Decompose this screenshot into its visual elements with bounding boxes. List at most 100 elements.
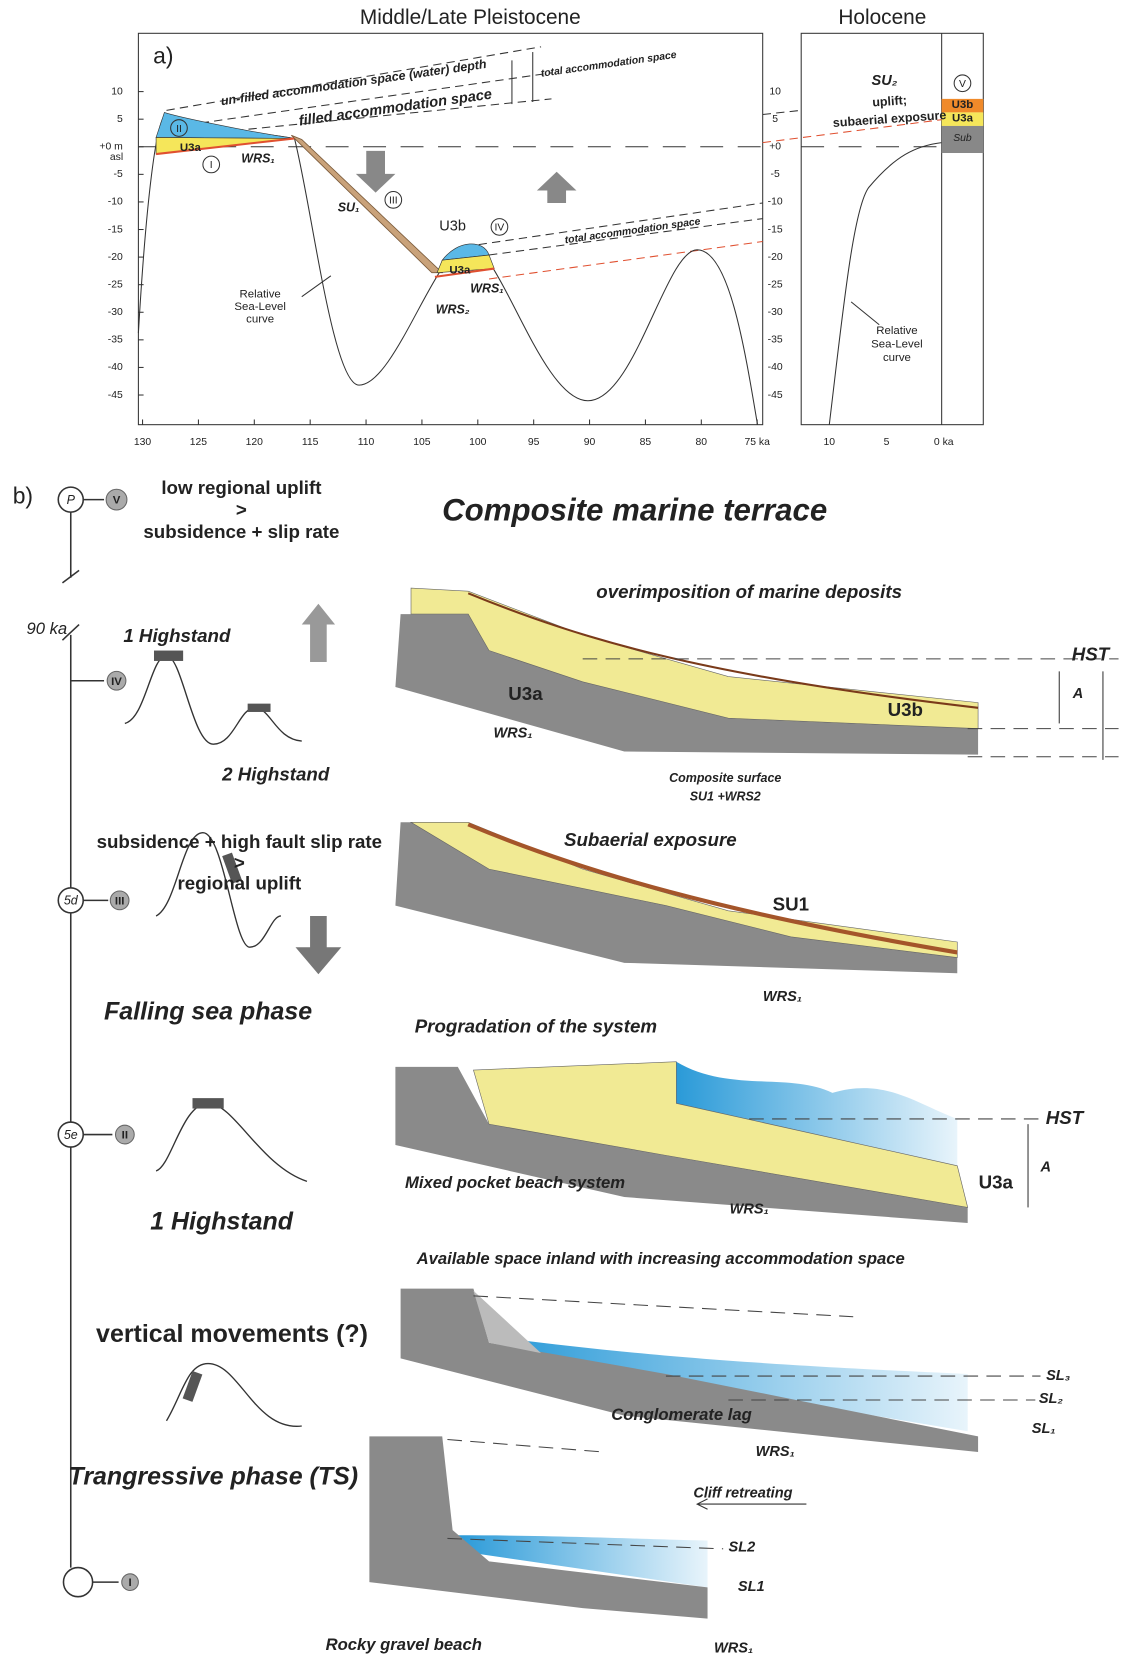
phase-label: Falling sea phase <box>104 997 312 1025</box>
y-tick-label: -25 <box>108 279 123 290</box>
x-tick-label: 130 <box>134 437 152 448</box>
down-arrow <box>356 151 396 193</box>
surface-label: SU1 +WRS2 <box>690 790 761 804</box>
highstand-label: 1 Highstand <box>150 1208 294 1236</box>
x-tick-label: 110 <box>358 437 375 448</box>
figure-title: Composite marine terrace <box>442 492 827 527</box>
column-label: U3b <box>952 99 974 111</box>
y-tick-label: -20 <box>108 252 123 263</box>
curve-label: Sea-Level <box>234 301 286 313</box>
stage-markers <box>106 489 138 1590</box>
surface-label: SU₁ <box>338 200 360 214</box>
hst-label: HST <box>1046 1107 1085 1128</box>
pointer <box>851 302 879 325</box>
y-tick-label: -5 <box>114 169 123 180</box>
y-tick-label: +0 m <box>99 142 122 153</box>
section-ii <box>395 1062 967 1223</box>
y-tick-label: -30 <box>768 307 783 318</box>
surface-label: WRS₁ <box>493 726 532 742</box>
x-tick-label: 125 <box>190 437 208 448</box>
stage-text: > <box>234 852 245 873</box>
a-label: A <box>1072 686 1084 702</box>
unit-label: U3a <box>180 142 202 154</box>
x-tick-label: 75 ka <box>744 437 770 448</box>
figure: 101055+0 m+0-5-5-10-10-15-15-20-20-25-25… <box>0 0 1130 1655</box>
curve-label: Sea-Level <box>871 339 923 351</box>
surface-label: WRS₂ <box>436 302 470 316</box>
y-tick-label: -40 <box>768 362 783 373</box>
hst-label: HST <box>1072 644 1111 665</box>
panel-label: b) <box>13 483 33 509</box>
x-tick-label: 85 <box>640 437 652 448</box>
stage-label: V <box>959 79 966 90</box>
surface-label: Composite surface <box>669 771 781 785</box>
stage-label: I <box>128 1577 131 1589</box>
y-tick-label: 5 <box>772 114 778 125</box>
sl-label: SL₁ <box>1032 1421 1056 1437</box>
x-tick-label: 90 <box>584 437 596 448</box>
y-tick-label: -20 <box>768 252 783 263</box>
y-tick-label: 10 <box>111 86 123 97</box>
surface-label: SU1 <box>773 894 809 915</box>
stage-label: II <box>122 1130 128 1142</box>
node-label: P <box>67 493 76 507</box>
y-tick-label: +0 <box>769 142 781 153</box>
stage-text: > <box>236 499 247 520</box>
section-i-lower <box>369 1436 707 1618</box>
highstand-label: 2 Highstand <box>221 763 330 784</box>
down-arrow <box>296 916 342 974</box>
panel-title: Holocene <box>838 6 926 29</box>
a-label: A <box>1039 1160 1051 1176</box>
section-i-upper <box>401 1289 978 1452</box>
surface-label: WRS₁ <box>241 152 274 166</box>
panel-title: Middle/Late Pleistocene <box>360 6 581 29</box>
stage-text: low regional uplift <box>161 477 321 498</box>
surface-label: SU₂ <box>872 73 898 89</box>
x-tick-label: 120 <box>246 437 264 448</box>
sl-label: SL1 <box>738 1579 765 1595</box>
panel-label: a) <box>153 42 173 68</box>
stage-label: IV <box>111 676 122 688</box>
stage-label: I <box>210 160 213 171</box>
sea-level-curve <box>829 143 941 425</box>
section-iv <box>395 588 978 755</box>
pointer <box>302 276 331 297</box>
section-title: overimposition of marine deposits <box>596 581 902 602</box>
y-tick-label: -45 <box>768 390 783 401</box>
sl-label: SL₃ <box>1046 1368 1071 1384</box>
annotation: total accommodation space <box>564 216 701 246</box>
annotation: uplift; <box>872 93 908 109</box>
unit-label: U3a <box>508 683 543 704</box>
stage-label: V <box>113 495 121 507</box>
node-label: 5e <box>64 1128 78 1142</box>
unit-label: U3b <box>439 219 466 235</box>
y-tick-label: -15 <box>108 224 123 235</box>
x-tick-label: 80 <box>696 437 708 448</box>
x-tick-label: 5 <box>884 437 890 448</box>
y-tick-label: -25 <box>768 279 783 290</box>
y-tick-label: -40 <box>108 362 123 373</box>
y-tick-label: -5 <box>771 169 780 180</box>
surface-label: WRS₁ <box>756 1444 795 1460</box>
sl-label: SL₂ <box>1039 1391 1064 1407</box>
y-tick-label: 5 <box>117 114 123 125</box>
y-unit: asl <box>110 152 123 163</box>
curve-label: curve <box>246 314 274 326</box>
section-title: Rocky gravel beach <box>326 1635 482 1654</box>
stage-text: regional uplift <box>177 873 301 894</box>
y-tick-label: -35 <box>108 335 123 346</box>
highstand-label: 1 Highstand <box>123 625 231 646</box>
y-tick-label: 10 <box>769 86 781 97</box>
curve-label: curve <box>883 352 911 364</box>
y-tick-label: -30 <box>108 307 123 318</box>
unit-label: U3a <box>449 265 471 277</box>
y-tick-label: -10 <box>768 197 783 208</box>
x-tick-label: 105 <box>413 437 431 448</box>
column-label: Sub <box>953 133 972 144</box>
age-label: 90 ka <box>26 619 67 638</box>
timeline <box>58 487 118 1597</box>
surface-label: WRS₁ <box>714 1641 753 1655</box>
y-tick-label: -10 <box>108 197 123 208</box>
sl-label: SL2 <box>729 1540 756 1556</box>
y-tick-label: -35 <box>768 335 783 346</box>
